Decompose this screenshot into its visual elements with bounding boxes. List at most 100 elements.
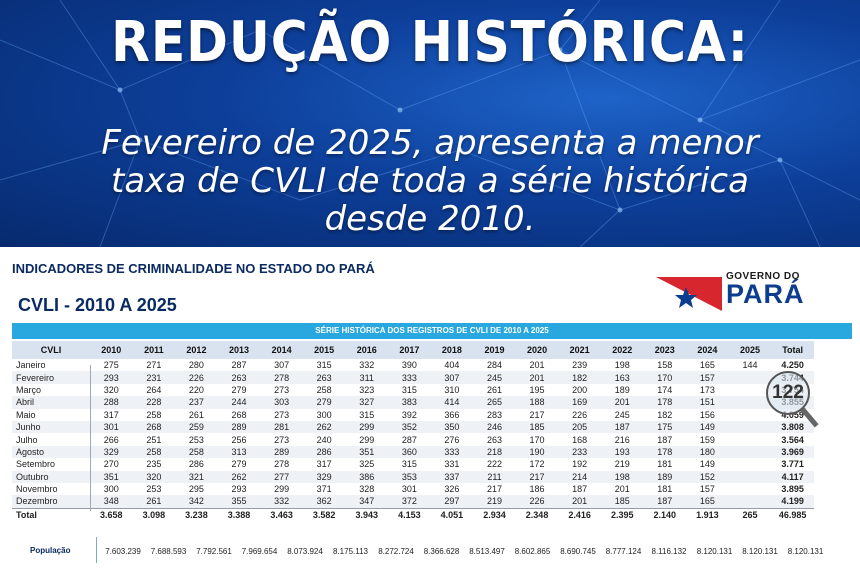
table-row: Outubro 351 320 321 262 277 329 386 353 337 211 217… (12, 470, 814, 483)
table-cell: 205 (558, 420, 601, 434)
table-cell: 182 (558, 371, 601, 384)
table-cell: 333 (388, 371, 431, 384)
month-cell: Março (16, 384, 42, 395)
table-cell: 185 (515, 420, 559, 434)
table-cell: 226 (515, 495, 559, 509)
table-cell: 404 (444, 360, 460, 371)
table-cell (729, 409, 772, 421)
series-banner: SÉRIE HISTÓRICA DOS REGISTROS DE CVLI DE… (12, 323, 852, 339)
table-cell: 333 (430, 445, 474, 459)
table-cell: 268 (231, 409, 247, 420)
month-cell: Novembro (16, 484, 58, 495)
subline-line-3: desde 2010. (324, 199, 536, 239)
table-cell: 222 (486, 459, 502, 470)
row-total-cell: 3.895 (781, 484, 804, 495)
table-cell (728, 495, 772, 509)
table-header-cell: 2020 (515, 341, 559, 359)
table-header-cell: 2010 (90, 341, 133, 359)
table-cell (728, 470, 772, 483)
table-cell: 303 (260, 396, 303, 409)
table-cell: 256 (231, 434, 247, 445)
table-cell: 226 (572, 409, 588, 420)
table-row: Agosto 329 258 258 313 289 286 351 360 333 218 190 2… (12, 445, 814, 459)
table-cell (729, 384, 772, 396)
table-header-cell: 2021 (558, 341, 601, 359)
table-cell: 263 (302, 371, 346, 384)
table-cell: 315 (401, 459, 417, 470)
population-value: 8.120.131 (696, 547, 733, 556)
network-background-graphic (0, 0, 860, 247)
table-cell: 258 (146, 409, 162, 420)
table-cell: 284 (486, 360, 502, 371)
table-row: Maio 317 258 261 268 273 300 315 392 366 283 217 226… (12, 409, 814, 421)
table-cell (728, 371, 772, 384)
table-cell: 181 (657, 484, 673, 495)
table-header-cell: 2023 (643, 341, 687, 359)
logo-governo-text: GOVERNO DO (726, 271, 800, 282)
population-label: População (30, 546, 71, 555)
total-cell: 46.985 (771, 507, 814, 522)
total-cell: Total (12, 507, 90, 522)
table-cell: 329 (90, 445, 133, 459)
table-cell: 337 (430, 470, 474, 483)
population-value: 8.513.497 (469, 547, 505, 556)
table-cell: 217 (515, 470, 559, 483)
table-cell: 320 (103, 384, 119, 395)
table-cell: 187 (572, 484, 588, 495)
table-cell: 200 (572, 384, 588, 395)
table-cell: 216 (614, 434, 630, 445)
table-cell: 311 (345, 371, 389, 384)
table-header-cell: 2011 (132, 341, 176, 359)
table-cell: 178 (643, 396, 687, 409)
month-cell: Dezembro (12, 495, 90, 509)
table-cell: 158 (657, 360, 673, 371)
total-cell: 2.416 (558, 507, 601, 522)
table-cell: 263 (217, 371, 261, 384)
hero-banner: REDUÇÃO HISTÓRICA: Fevereiro de 2025, ap… (0, 0, 860, 247)
table-column-divider (90, 365, 91, 511)
table-cell: 326 (444, 484, 460, 495)
table-cell: 214 (558, 470, 601, 483)
table-cell (729, 483, 772, 495)
table-row: Junho 301 268 259 289 281 262 299 352 350 246 185 20… (12, 420, 814, 434)
table-cell: 286 (302, 445, 346, 459)
table-cell: 287 (401, 434, 417, 445)
subline-line-1: Fevereiro de 2025, apresenta a menor (101, 123, 759, 163)
table-header-cell: 2024 (686, 341, 729, 359)
table-cell: 201 (600, 396, 644, 409)
table-cell: 289 (217, 420, 261, 434)
table-cell: 414 (430, 396, 474, 409)
table-header-cell: 2018 (430, 341, 474, 359)
table-cell: 189 (643, 470, 687, 483)
table-cell (728, 445, 772, 459)
table-cell: 331 (444, 459, 460, 470)
table-header-cell: 2022 (600, 341, 644, 359)
table-cell: 301 (401, 484, 417, 495)
table-cell: 299 (359, 434, 375, 445)
table-cell: 313 (217, 445, 261, 459)
table-cell (729, 458, 772, 470)
table-cell: 198 (600, 470, 644, 483)
table-cell: 281 (260, 420, 303, 434)
table-cell: 287 (231, 360, 247, 371)
row-total-cell: 4.199 (771, 495, 814, 509)
table-cell: 168 (572, 434, 588, 445)
table-cell: 159 (699, 434, 715, 445)
table-cell: 315 (359, 409, 375, 420)
table-cell: 286 (188, 459, 204, 470)
magnifier-highlight: 122 (766, 371, 819, 428)
table-header-cell: 2016 (345, 341, 389, 359)
table-cell: 278 (274, 459, 290, 470)
magnifier-lens: 122 (766, 371, 810, 415)
table-cell: 392 (401, 409, 417, 420)
table-cell: 353 (388, 470, 431, 483)
table-header-cell: 2025 (728, 341, 772, 359)
table-cell: 211 (473, 470, 516, 483)
total-cell: 3.943 (345, 507, 389, 522)
table-cell: 201 (614, 484, 630, 495)
month-cell: Janeiro (16, 360, 46, 371)
table-cell: 371 (316, 484, 332, 495)
table-cell: 351 (90, 470, 133, 483)
table-cell: 300 (103, 484, 119, 495)
total-cell: 3.238 (175, 507, 218, 522)
